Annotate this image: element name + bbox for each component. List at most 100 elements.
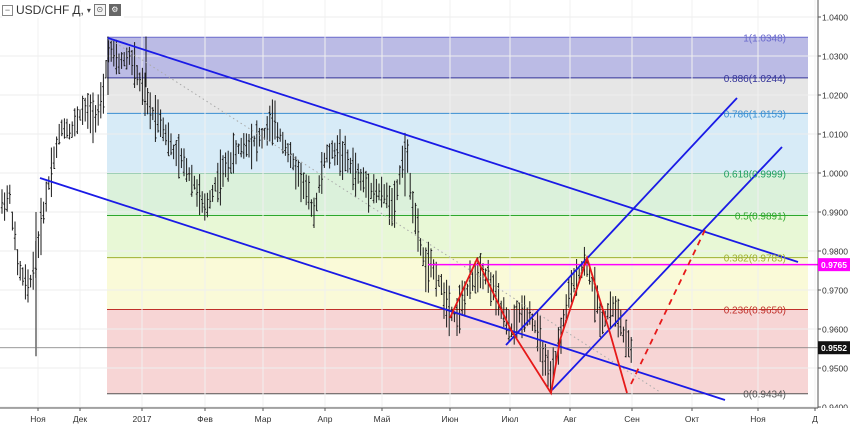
ohlc-bar — [172, 144, 175, 160]
ohlc-bar — [232, 132, 235, 174]
ohlc-bar — [323, 152, 326, 168]
ohlc-bar — [354, 152, 357, 198]
ohlc-bar — [182, 148, 186, 177]
ohlc-bar — [401, 145, 404, 178]
ohlc-bar — [198, 174, 201, 215]
ohlc-bar — [487, 259, 490, 293]
ohlc-bar — [273, 100, 277, 140]
price-tick-label: 0.9500 — [822, 364, 848, 374]
ohlc-bar — [292, 153, 295, 171]
ohlc-bar — [237, 143, 240, 155]
ohlc-bar — [164, 124, 167, 146]
fib-zone — [107, 173, 808, 216]
ohlc-bar — [266, 116, 269, 146]
ohlc-bar — [305, 174, 308, 206]
ohlc-bar — [398, 165, 401, 185]
price-tick-label: 0.9800 — [822, 247, 848, 257]
time-tick-label: 2017 — [133, 414, 152, 424]
rising-channel-lower — [551, 146, 783, 391]
ohlc-bar — [123, 52, 126, 67]
ohlc-bar — [422, 247, 425, 267]
ohlc-bar — [143, 72, 147, 117]
ohlc-bar — [479, 253, 482, 289]
ohlc-bar — [86, 93, 89, 129]
chevron-down-icon[interactable]: ▾ — [86, 5, 91, 15]
ohlc-bar — [370, 182, 373, 199]
ohlc-bar — [162, 117, 165, 142]
ohlc-bar — [385, 182, 388, 209]
visibility-icon[interactable]: ⊙ — [93, 4, 106, 16]
ohlc-bar — [533, 320, 537, 334]
fib-level-label: 1(1.0348) — [743, 33, 786, 44]
ohlc-bar — [8, 184, 11, 204]
ohlc-bar — [598, 302, 602, 338]
ohlc-bar — [247, 133, 251, 158]
fib-level-label: 0.236(0.9650) — [724, 306, 786, 317]
ohlc-bar — [177, 133, 180, 179]
ohlc-bar — [156, 99, 160, 133]
ohlc-bar — [476, 257, 479, 293]
ohlc-bar — [622, 326, 625, 343]
ohlc-bar — [617, 298, 620, 338]
time-tick-label: Окт — [685, 414, 699, 424]
ohlc-bar — [255, 120, 258, 162]
ohlc-bar — [99, 82, 102, 119]
ohlc-bar — [562, 309, 565, 328]
time-axis[interactable]: Ноя Дек 2017 Фев Мар Апр Май Июн Июл Авг Сен Окт Ноя… — [0, 407, 850, 430]
fibonacci-retracement — [107, 36, 808, 395]
interval-label[interactable]: Д, — [72, 3, 84, 17]
price-axis[interactable]: 1.0400 1.0300 1.0200 1.0100 1.0000 0.9900 0.98… — [817, 0, 850, 430]
ohlc-bar — [424, 247, 427, 293]
ohlc-bar — [84, 97, 87, 122]
price-tick-label: 1.0300 — [822, 52, 848, 62]
ohlc-bar — [216, 162, 219, 203]
ohlc-bar — [11, 211, 14, 231]
ohlc-bar — [188, 167, 191, 182]
fib-level-label: 0.618(0.9999) — [724, 169, 786, 180]
fib-zone — [107, 37, 808, 78]
trend-guide-dotted — [107, 37, 661, 393]
ohlc-bar — [133, 42, 136, 89]
ohlc-bar — [73, 108, 76, 137]
ohlc-bar — [390, 188, 394, 227]
ohlc-bar — [377, 183, 381, 201]
ohlc-bar — [60, 119, 63, 137]
symbol-label[interactable]: USD/CHF — [16, 3, 70, 17]
zigzag-pattern — [449, 255, 628, 396]
ohlc-bar — [253, 135, 256, 147]
time-tick-label: Дек — [73, 414, 87, 424]
ohlc-bar — [146, 87, 149, 115]
ohlc-bar — [409, 172, 412, 200]
ohlc-bar — [307, 175, 310, 210]
ohlc-bar — [341, 141, 344, 180]
ohlc-bar — [474, 261, 477, 294]
ohlc-bar — [219, 149, 222, 206]
ohlc-bar — [611, 296, 615, 317]
ohlc-bar — [185, 158, 188, 182]
channel-upper-line — [107, 37, 799, 263]
drawing-overlays — [0, 37, 818, 401]
ohlc-bar — [471, 270, 474, 291]
ohlc-bar — [130, 50, 134, 76]
ohlc-bar — [21, 267, 24, 286]
fibonacci-labels: 1(1.0348) 0.886(1.0244) 0.786(1.0153) 0.618… — [724, 33, 786, 400]
ohlc-bar — [128, 46, 131, 65]
ohlc-bar — [45, 181, 48, 212]
ohlc-bar — [221, 155, 225, 187]
ohlc-bar — [39, 197, 43, 256]
ohlc-bar — [110, 40, 113, 62]
ohlc-bar — [169, 133, 173, 156]
time-tick-label: Май — [374, 414, 391, 424]
ohlc-bar — [318, 175, 321, 193]
ohlc-bar — [94, 105, 97, 133]
collapse-legend-button[interactable]: − — [2, 4, 13, 16]
price-tick-label: 1.0100 — [822, 130, 848, 140]
time-tick-label: Д — [812, 414, 818, 424]
ohlc-bar — [359, 168, 362, 191]
gear-icon[interactable]: ⚙ — [108, 4, 121, 16]
ohlc-bar — [115, 39, 118, 75]
ohlc-bar — [268, 105, 271, 142]
ohlc-bar — [258, 127, 261, 147]
ohlc-bar — [331, 140, 334, 159]
